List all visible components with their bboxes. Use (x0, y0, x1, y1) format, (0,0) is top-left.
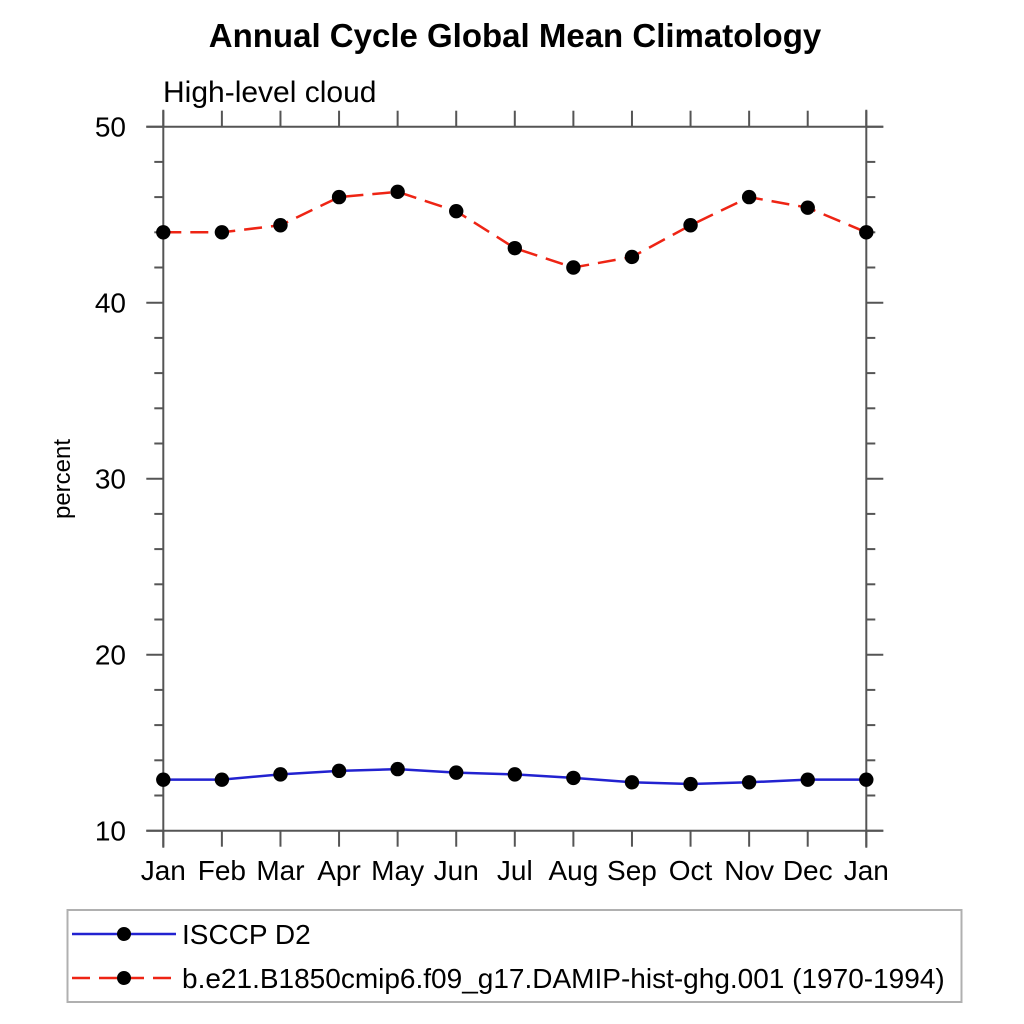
data-point-marker (859, 772, 874, 787)
x-tick-label: Apr (317, 855, 361, 886)
data-point-marker (390, 761, 405, 777)
x-tick-label: Nov (724, 855, 774, 886)
legend-label: b.e21.B1850cmip6.f09_g17.DAMIP-hist-ghg.… (182, 963, 945, 994)
data-point-marker (331, 189, 347, 205)
data-point-marker (624, 249, 640, 265)
data-point-marker (273, 218, 288, 233)
chart-title: Annual Cycle Global Mean Climatology (209, 17, 822, 54)
y-tick-label: 50 (95, 112, 126, 143)
data-point-marker (390, 184, 405, 200)
x-tick-label: Feb (198, 855, 246, 886)
data-point-marker (273, 767, 288, 782)
x-tick-label: Aug (548, 855, 598, 886)
y-tick-label: 10 (95, 816, 126, 847)
x-tick-label: Mar (256, 855, 304, 886)
y-tick-label: 40 (95, 288, 126, 319)
data-point-marker (624, 775, 640, 790)
x-tick-label: May (371, 855, 424, 886)
x-tick-label: Dec (783, 855, 833, 886)
data-point-marker (449, 203, 464, 219)
x-tick-label: Jan (141, 855, 186, 886)
x-tick-label: Oct (669, 855, 713, 886)
data-point-marker (741, 775, 757, 790)
data-point-marker (156, 772, 171, 787)
y-tick-label: 30 (95, 464, 126, 495)
data-point-marker (507, 767, 522, 782)
chart-subtitle: High-level cloud (163, 76, 376, 109)
data-point-marker (449, 765, 464, 780)
data-point-marker (683, 218, 698, 233)
y-axis-label: percent (49, 439, 76, 519)
data-point-marker (214, 772, 230, 787)
y-tick-label: 20 (95, 640, 126, 671)
legend-label: ISCCP D2 (182, 919, 311, 950)
data-point-marker (800, 200, 815, 215)
data-point-marker (214, 225, 230, 240)
data-point-marker (331, 763, 347, 779)
data-point-marker (566, 770, 581, 786)
legend-marker (117, 927, 131, 941)
data-point-marker (507, 240, 522, 256)
data-point-marker (859, 225, 874, 240)
legend-border (66, 909, 963, 1003)
x-tick-label: Jul (497, 855, 533, 886)
plot-area (156, 184, 874, 792)
axes: Jan Feb Mar Apr May Jun Jul Aug Sep Oct Nov Dec Jan 1… (95, 109, 889, 886)
data-point-marker (156, 225, 171, 240)
data-point-marker (683, 776, 698, 792)
series-line-model (163, 190, 867, 269)
x-tick-label: Jun (434, 855, 479, 886)
data-point-marker (741, 189, 757, 205)
x-tick-label: Jan (844, 855, 889, 886)
data-point-marker (800, 772, 815, 787)
legend-marker (117, 971, 131, 985)
data-point-marker (566, 260, 581, 275)
x-tick-label: Sep (607, 855, 657, 886)
legend-box: ISCCP D2 b.e21.B1850cmip6.f09_g17.DAMIP-h… (66, 909, 963, 1003)
